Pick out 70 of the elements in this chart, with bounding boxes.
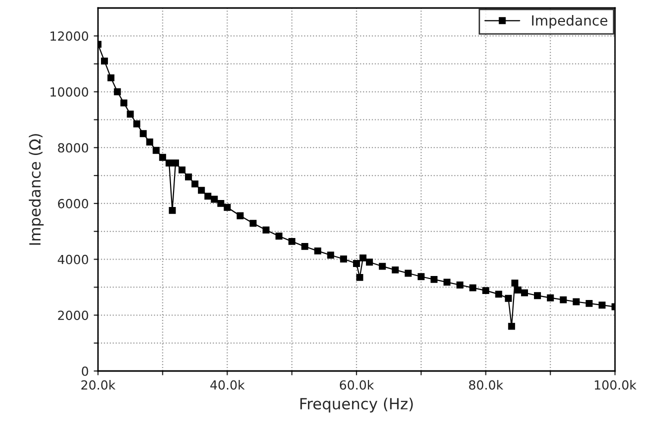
x-tick-label: 20.0k [81, 380, 116, 390]
point [359, 254, 366, 262]
point [210, 196, 218, 203]
point [178, 166, 186, 174]
point [204, 192, 212, 200]
point [250, 220, 257, 227]
point [444, 278, 450, 286]
point [340, 256, 348, 262]
y-tick-label: 12000 [50, 31, 88, 41]
legend-label: Impedance [532, 14, 608, 28]
point [598, 302, 606, 309]
y-tick-label: 6000 [58, 198, 88, 208]
point [495, 290, 502, 298]
x-tick-label: 60.0k [340, 380, 374, 390]
point [404, 270, 412, 277]
point [224, 204, 231, 211]
point [140, 130, 147, 138]
y-tick-label: 10000 [50, 87, 88, 97]
point [430, 276, 438, 283]
point [378, 262, 386, 270]
point [114, 88, 121, 96]
point [120, 99, 128, 106]
point [521, 289, 528, 296]
point [418, 273, 425, 280]
point [356, 274, 364, 281]
point [236, 212, 244, 220]
point [100, 58, 108, 65]
point [514, 286, 522, 294]
point [511, 280, 518, 287]
x-tick-label: 100.0k [594, 380, 636, 390]
point [508, 322, 516, 330]
point [133, 120, 140, 128]
point [288, 238, 296, 245]
x-axis-title: Frequency (Hz) [300, 398, 413, 412]
point [159, 154, 166, 161]
point [107, 74, 114, 82]
point [275, 232, 282, 240]
point [392, 266, 399, 274]
point [172, 160, 180, 166]
point [146, 138, 154, 146]
point [456, 282, 464, 288]
point [301, 242, 308, 250]
point [586, 300, 593, 307]
y-tick-label: 4000 [58, 254, 88, 264]
point [168, 206, 176, 214]
y-tick-label: 8000 [58, 143, 88, 153]
point [314, 247, 322, 254]
point [198, 186, 205, 194]
point [191, 180, 198, 188]
point [262, 226, 270, 234]
y-axis-title: Impedance (Ω) [28, 134, 44, 245]
point [217, 200, 224, 207]
point [534, 292, 541, 300]
x-tick-label: 80.0k [469, 380, 504, 390]
point [560, 296, 567, 304]
y-tick-label: 2000 [58, 310, 88, 320]
point [504, 294, 512, 302]
point [572, 298, 580, 306]
y-tick-label: 0 [82, 366, 88, 376]
point [353, 260, 360, 267]
point [546, 294, 554, 302]
point [366, 258, 373, 266]
x-tick-label: 40.0k [210, 380, 245, 390]
point [152, 146, 160, 154]
point [469, 284, 476, 292]
point [126, 110, 134, 118]
point [482, 287, 490, 294]
point [185, 173, 192, 180]
point [166, 160, 173, 166]
point [327, 252, 334, 259]
